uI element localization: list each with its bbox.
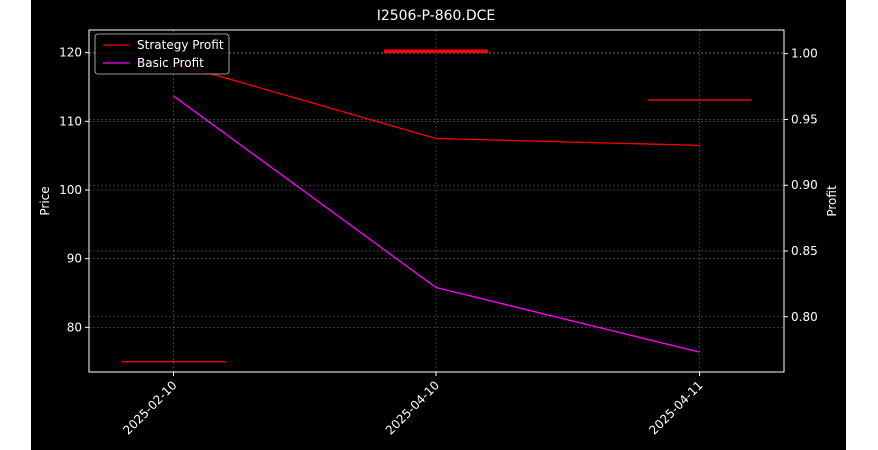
series-line-strategy-profit xyxy=(173,62,700,147)
chart-figure: I2506-P-860.DCE 2025-02-10 2025-04-10 2025… xyxy=(31,0,846,450)
y-right-tick-label: 0.80 xyxy=(791,310,818,324)
y-left-tick-label: 110 xyxy=(59,114,82,128)
series-layer xyxy=(173,62,700,353)
x-axis: 2025-02-10 2025-04-10 2025-04-11 xyxy=(120,372,706,437)
y-axis-right: 0.80 0.85 0.90 0.95 1.00 xyxy=(784,47,818,324)
y-axis-left-label: Price xyxy=(38,186,52,215)
y-left-tick-label: 120 xyxy=(59,46,82,60)
grid-lines xyxy=(89,30,784,372)
y-right-tick-label: 0.85 xyxy=(791,244,818,258)
y-axis-right-label: Profit xyxy=(825,185,839,217)
marker-layer xyxy=(121,49,752,363)
y-left-tick-label: 90 xyxy=(67,252,82,266)
y-right-tick-label: 0.90 xyxy=(791,178,818,192)
legend-label: Strategy Profit xyxy=(137,38,224,52)
legend-box xyxy=(94,33,230,75)
y-right-tick-label: 1.00 xyxy=(791,47,818,61)
y-right-tick-label: 0.95 xyxy=(791,112,818,126)
x-tick-label: 2025-02-10 xyxy=(120,378,179,437)
chart-svg: I2506-P-860.DCE 2025-02-10 2025-04-10 2025… xyxy=(38,8,839,437)
series-line-basic-profit xyxy=(173,95,700,353)
x-tick-label: 2025-04-11 xyxy=(646,378,705,437)
y-left-tick-label: 100 xyxy=(59,183,82,197)
x-tick-label: 2025-04-10 xyxy=(383,378,442,437)
chart-title: I2506-P-860.DCE xyxy=(377,8,496,24)
y-left-tick-label: 80 xyxy=(67,320,82,334)
y-axis-left: 80 90 100 110 120 xyxy=(59,46,89,334)
plot-frame xyxy=(88,29,785,373)
legend-label: Basic Profit xyxy=(137,56,204,70)
legend: Strategy Profit Basic Profit xyxy=(94,33,230,75)
